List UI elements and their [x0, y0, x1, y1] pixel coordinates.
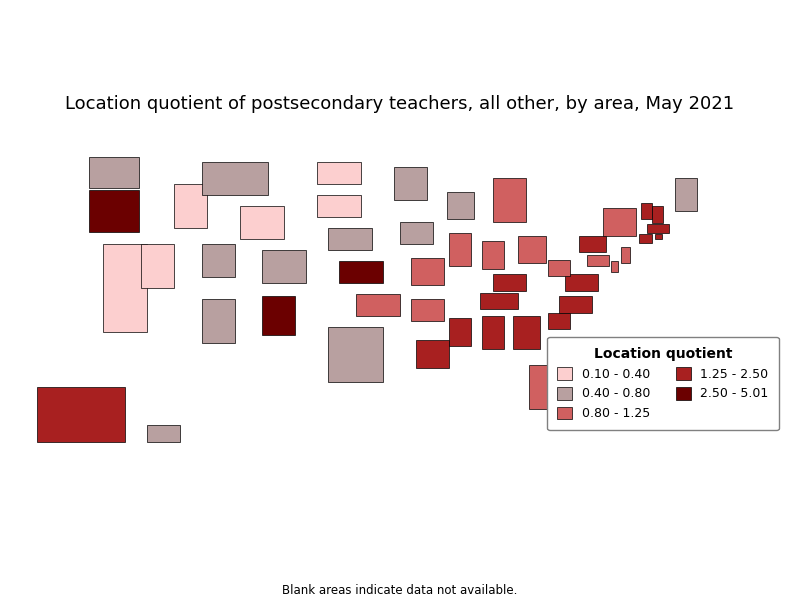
Bar: [147, 425, 180, 442]
Bar: [675, 178, 697, 211]
Bar: [202, 244, 235, 277]
Bar: [565, 274, 598, 291]
Bar: [329, 227, 373, 250]
Bar: [578, 236, 606, 252]
Bar: [411, 258, 444, 285]
Bar: [446, 192, 474, 219]
Bar: [513, 316, 540, 349]
Bar: [262, 296, 295, 335]
Bar: [603, 208, 637, 236]
Bar: [37, 387, 125, 442]
Bar: [549, 260, 570, 277]
Bar: [494, 178, 526, 222]
Title: Location quotient of postsecondary teachers, all other, by area, May 2021: Location quotient of postsecondary teach…: [66, 95, 734, 113]
Bar: [518, 236, 546, 263]
Bar: [480, 293, 518, 310]
Bar: [90, 190, 138, 232]
Bar: [482, 316, 505, 349]
Bar: [641, 203, 652, 219]
Bar: [202, 161, 268, 194]
Bar: [638, 234, 652, 243]
Bar: [450, 233, 471, 266]
Bar: [262, 250, 306, 283]
Bar: [394, 167, 427, 200]
Bar: [450, 318, 471, 346]
Legend: 0.10 - 0.40, 0.40 - 0.80, 0.80 - 1.25, 1.25 - 2.50, 2.50 - 5.01: 0.10 - 0.40, 0.40 - 0.80, 0.80 - 1.25, 1…: [547, 337, 778, 430]
Bar: [142, 244, 174, 288]
Bar: [417, 340, 450, 368]
Bar: [202, 299, 235, 343]
Bar: [241, 205, 285, 238]
Bar: [549, 313, 570, 329]
Bar: [400, 222, 433, 244]
Bar: [90, 157, 138, 188]
Bar: [655, 233, 662, 239]
Bar: [610, 260, 618, 271]
Bar: [530, 365, 557, 409]
Bar: [356, 293, 400, 316]
Bar: [318, 161, 362, 184]
Bar: [103, 244, 147, 332]
Bar: [647, 224, 670, 233]
Bar: [559, 296, 593, 313]
Bar: [652, 206, 663, 223]
Bar: [587, 255, 609, 266]
Bar: [174, 184, 207, 227]
Bar: [339, 260, 383, 283]
Bar: [329, 326, 383, 382]
Bar: [411, 299, 444, 321]
Text: Blank areas indicate data not available.: Blank areas indicate data not available.: [282, 584, 518, 597]
Bar: [621, 247, 630, 263]
Bar: [318, 194, 362, 217]
Bar: [494, 274, 526, 291]
Bar: [482, 241, 505, 269]
